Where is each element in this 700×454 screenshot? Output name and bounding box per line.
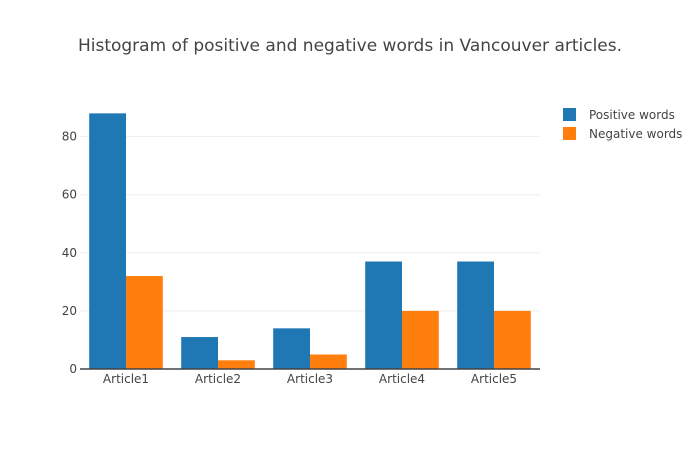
legend-swatch[interactable] <box>563 108 576 121</box>
bar-negative-words-article5[interactable] <box>494 310 531 369</box>
x-tick-label: Article4 <box>379 372 425 386</box>
bar-positive-words-article3[interactable] <box>273 328 310 369</box>
legend-label[interactable]: Negative words <box>589 127 682 141</box>
y-tick-label: 0 <box>69 362 77 376</box>
bar-negative-words-article3[interactable] <box>310 354 347 369</box>
bar-positive-words-article4[interactable] <box>365 261 402 369</box>
y-tick-label: 20 <box>62 304 77 318</box>
y-tick-label: 80 <box>62 130 77 144</box>
bars <box>89 113 531 369</box>
bar-positive-words-article1[interactable] <box>89 113 126 369</box>
y-tick-label: 40 <box>62 246 77 260</box>
y-tick-label: 60 <box>62 188 77 202</box>
axes: 0 20 40 60 80 Article1 Article2 Article3 Article… <box>62 130 540 386</box>
bar-negative-words-article4[interactable] <box>402 310 439 369</box>
legend-swatch[interactable] <box>563 127 576 140</box>
bar-negative-words-article2[interactable] <box>218 360 255 369</box>
bar-negative-words-article1[interactable] <box>126 276 163 369</box>
legend-label[interactable]: Positive words <box>589 108 675 122</box>
bar-positive-words-article2[interactable] <box>181 337 218 369</box>
x-tick-label: Article3 <box>287 372 333 386</box>
legend[interactable]: Positive words Negative words <box>563 108 682 141</box>
chart-title: Histogram of positive and negative words… <box>78 36 622 56</box>
x-tick-label: Article2 <box>195 372 241 386</box>
bar-positive-words-article5[interactable] <box>457 261 494 369</box>
x-tick-label: Article5 <box>471 372 517 386</box>
x-tick-label: Article1 <box>103 372 149 386</box>
